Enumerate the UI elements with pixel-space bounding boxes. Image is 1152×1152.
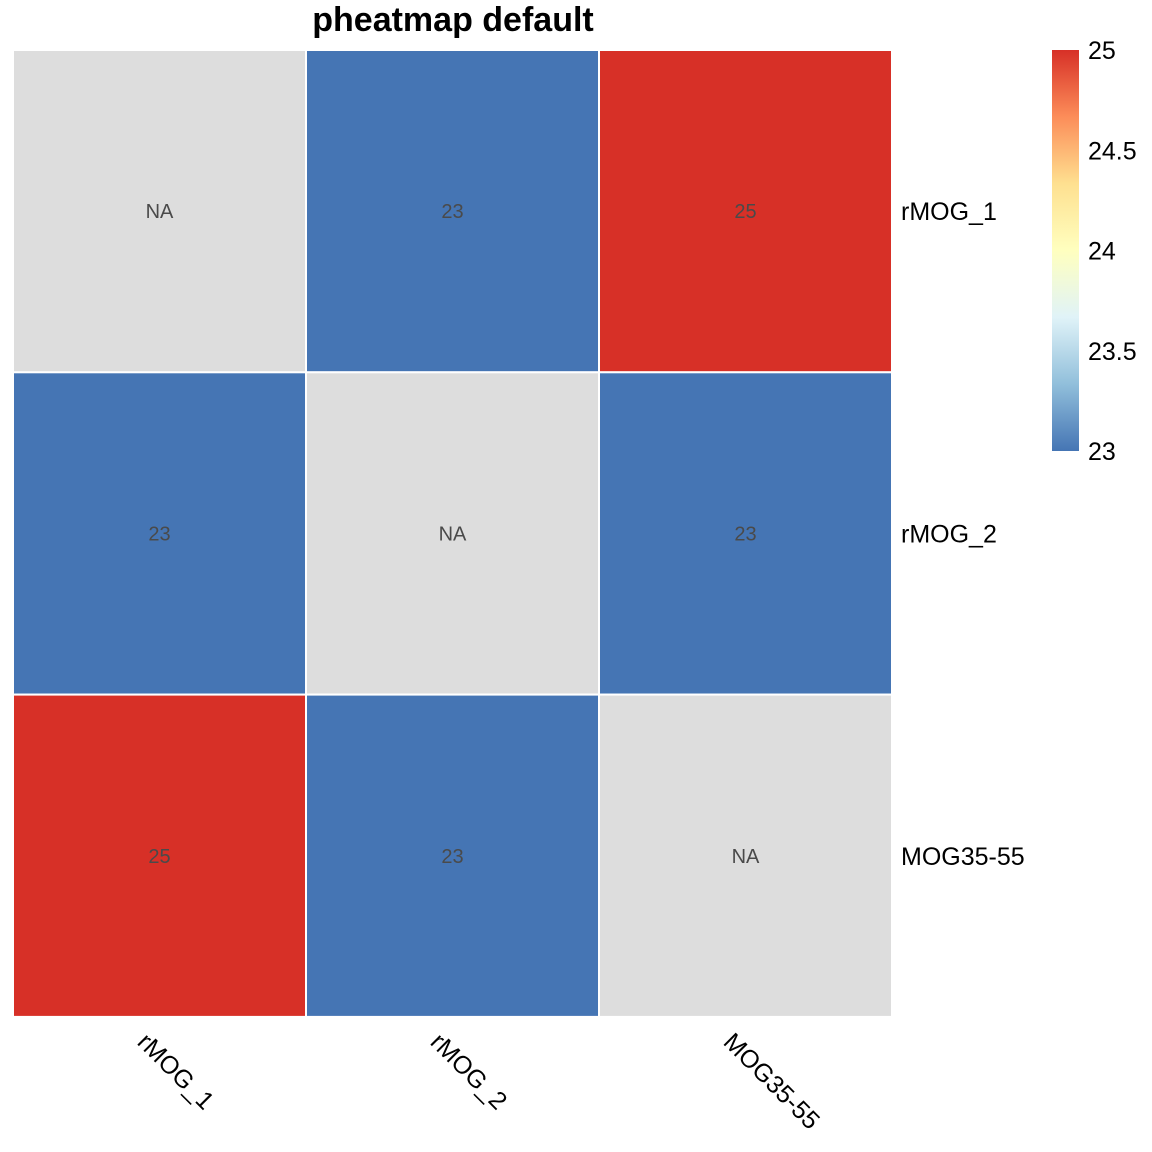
legend-tick-23-5: 23.5: [1088, 338, 1137, 366]
heatmap-cell-rmog-2-rmog-1: [12, 371, 307, 696]
heatmap-cell-mog35-55-rmog-1: [12, 693, 307, 1018]
cell-label-rmog-2-mog35-55: 23: [734, 523, 756, 545]
row-label-mog35-55: MOG35-55: [901, 843, 1025, 871]
chart-title: pheatmap default: [312, 1, 593, 39]
heatmap-cell-rmog-1-rmog-2: [305, 49, 600, 374]
row-labels: rMOG_1 rMOG_2 MOG35-55: [901, 198, 1025, 871]
legend-color-bar: [1052, 50, 1079, 451]
row-label-rmog-1: rMOG_1: [901, 198, 997, 226]
column-label-mog35-55: MOG35-55: [718, 1028, 825, 1135]
legend-tick-24: 24: [1088, 238, 1116, 266]
heatmap-cell-labels: NA 23 25 23 NA 23 25 23 NA: [146, 201, 760, 868]
heatmap-cell-rmog-2-mog35-55: [598, 371, 893, 696]
legend-tick-25: 25: [1088, 37, 1116, 65]
column-label-rmog-1: rMOG_1: [132, 1028, 220, 1116]
legend-tick-24-5: 24.5: [1088, 137, 1137, 165]
heatmap-cell-rmog-1-mog35-55: [598, 49, 893, 374]
heatmap-cell-rmog-2-rmog-2: [305, 371, 600, 696]
column-labels: rMOG_1 rMOG_2 MOG35-55: [132, 1028, 825, 1135]
column-label-rmog-2: rMOG_2: [425, 1028, 513, 1116]
cell-label-mog35-55-rmog-2: 23: [441, 846, 463, 868]
cell-label-mog35-55-rmog-1: 25: [148, 846, 170, 868]
cell-label-rmog-1-rmog-1: NA: [146, 201, 174, 223]
cell-label-mog35-55-mog35-55: NA: [732, 846, 760, 868]
heatmap-cell-mog35-55-rmog-2: [305, 693, 600, 1018]
cell-label-rmog-1-rmog-2: 23: [441, 201, 463, 223]
color-legend: 25 24.5 24 23.5 23: [1052, 37, 1137, 466]
cell-label-rmog-1-mog35-55: 25: [734, 201, 756, 223]
heatmap-cell-rmog-1-rmog-1: [12, 49, 307, 374]
legend-tick-23: 23: [1088, 438, 1116, 466]
heatmap-cells: [12, 49, 893, 1018]
heatmap-cell-mog35-55-mog35-55: [598, 693, 893, 1018]
cell-label-rmog-2-rmog-2: NA: [439, 523, 467, 545]
cell-label-rmog-2-rmog-1: 23: [148, 523, 170, 545]
row-label-rmog-2: rMOG_2: [901, 520, 997, 548]
